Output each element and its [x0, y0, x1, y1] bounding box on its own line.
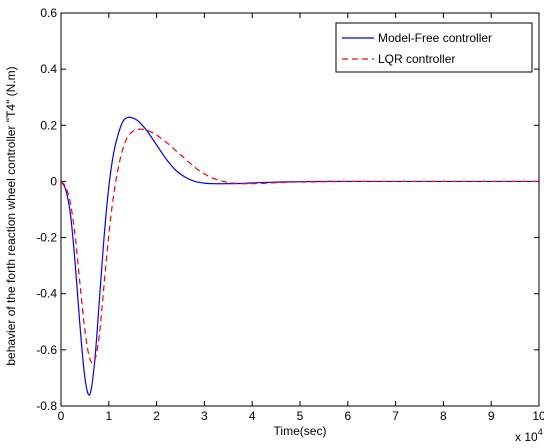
x-axis-label: Time(sec): [274, 424, 327, 438]
y-tick-label: -0.8: [36, 399, 57, 413]
y-tick-label: -0.2: [36, 231, 57, 245]
x-tick-label: 0: [58, 409, 65, 423]
y-tick-label: -0.4: [36, 287, 57, 301]
y-tick-label: 0.4: [40, 62, 57, 76]
x-axis-multiplier-base: x 10: [515, 430, 538, 443]
series-line-2: [60, 128, 539, 364]
x-tick-label: 3: [201, 409, 208, 423]
x-tick-label: 6: [344, 409, 351, 423]
x-tick-label: 9: [488, 409, 495, 423]
x-axis-multiplier-exponent: 4: [538, 427, 543, 437]
x-tick-label: 10: [532, 409, 544, 423]
x-axis-multiplier: x 104: [515, 427, 543, 443]
legend-label-2: LQR controller: [378, 52, 455, 66]
y-tick-label: 0.2: [40, 118, 57, 132]
y-tick-label: 0.6: [40, 6, 57, 20]
y-axis-label: behavier of the forth reaction wheel con…: [4, 66, 18, 365]
legend-label-1: Model-Free controller: [378, 31, 492, 45]
series-line-1: [60, 116, 539, 396]
legend-box: [335, 22, 533, 73]
x-tick-label: 8: [440, 409, 447, 423]
x-tick-label: 5: [297, 409, 304, 423]
y-tick-label: 0: [50, 174, 57, 188]
x-tick-label: 1: [105, 409, 112, 423]
x-tick-label: 4: [249, 409, 256, 423]
x-tick-label: 7: [392, 409, 399, 423]
x-tick-label: 2: [153, 409, 160, 423]
y-tick-label: -0.6: [36, 343, 57, 357]
plot-area: [60, 12, 540, 407]
